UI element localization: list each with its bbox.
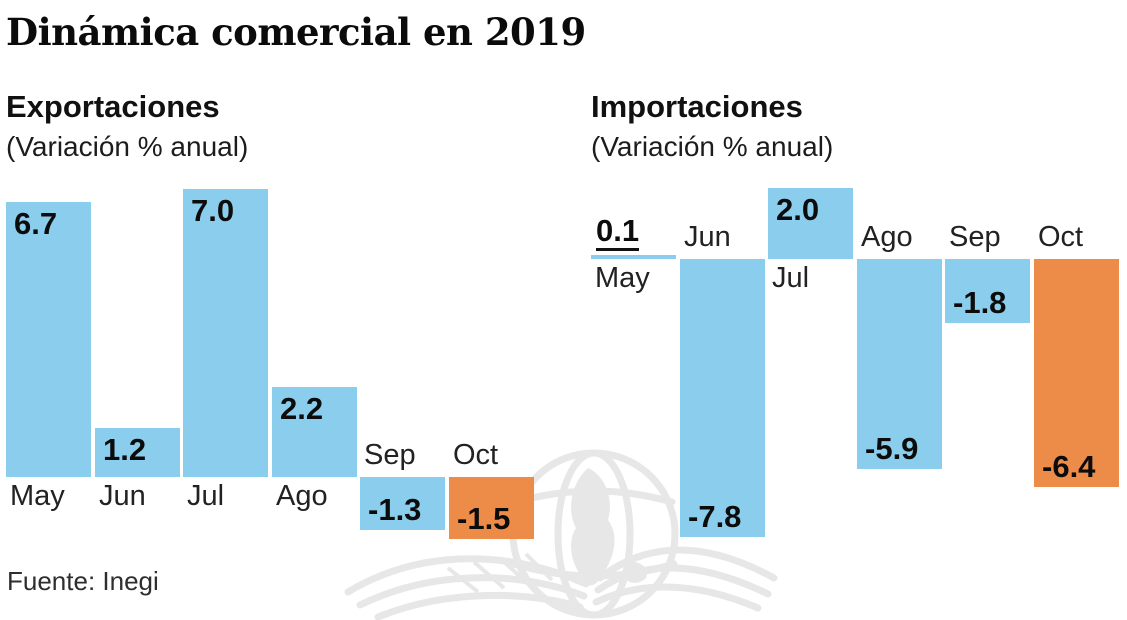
- value-label-may: 0.1: [596, 214, 640, 251]
- imports-section-subtitle: (Variación % anual): [591, 131, 834, 162]
- month-label-may: May: [10, 480, 65, 512]
- bar-oct: [449, 477, 534, 539]
- imports-section-title: Importaciones: [591, 89, 803, 124]
- bar-sep: [945, 259, 1030, 323]
- bar-jun: [680, 259, 765, 537]
- value-label-ago: -5.9: [865, 431, 919, 466]
- month-label-sep: Sep: [364, 439, 416, 471]
- month-label-jun: Jun: [99, 480, 146, 512]
- month-label-ago: Ago: [276, 480, 328, 512]
- bar-jun: [95, 428, 180, 477]
- value-label-sep: -1.3: [368, 492, 422, 527]
- value-label-jun: 1.2: [103, 432, 147, 467]
- value-label-may: 6.7: [14, 206, 58, 241]
- month-label-may: May: [595, 262, 650, 294]
- source-note: Fuente: Inegi: [7, 566, 159, 596]
- bar-may: [6, 202, 91, 477]
- value-label-oct: -1.5: [457, 501, 511, 536]
- bar-ago: [272, 387, 357, 477]
- main-title: Dinámica comercial en 2019: [6, 10, 586, 54]
- month-label-oct: Oct: [453, 439, 499, 471]
- month-label-jul: Jul: [187, 480, 225, 512]
- month-label-ago: Ago: [861, 221, 913, 253]
- exports-section-title: Exportaciones: [6, 89, 220, 124]
- bar-sep: [360, 477, 445, 530]
- exports-section-subtitle: (Variación % anual): [6, 131, 249, 162]
- value-label-jul: 2.0: [776, 192, 820, 227]
- bar-may: [591, 255, 676, 259]
- value-label-ago: 2.2: [280, 391, 324, 426]
- month-label-sep: Sep: [949, 221, 1001, 253]
- month-label-jun: Jun: [684, 221, 731, 253]
- month-label-oct: Oct: [1038, 221, 1084, 253]
- bar-jul: [768, 188, 853, 259]
- bar-jul: [183, 189, 268, 477]
- value-label-sep: -1.8: [953, 285, 1007, 320]
- bar-ago: [857, 259, 942, 469]
- value-label-jun: -7.8: [688, 499, 742, 534]
- winged-globe-watermark-icon: [344, 449, 778, 620]
- value-label-jul: 7.0: [191, 193, 235, 228]
- month-label-jul: Jul: [772, 262, 810, 294]
- bar-oct: [1034, 259, 1119, 487]
- value-label-oct: -6.4: [1042, 449, 1096, 484]
